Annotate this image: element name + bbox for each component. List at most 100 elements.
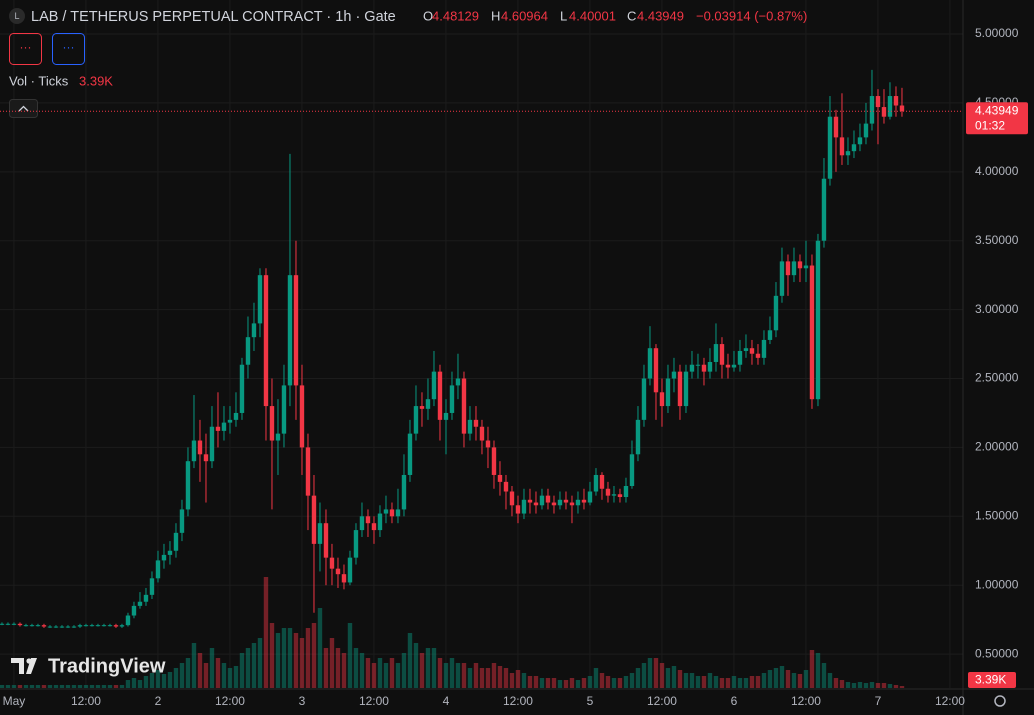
volume-bar — [11, 685, 17, 688]
ohlc-value: 4.40001 — [569, 8, 616, 23]
collapse-button[interactable] — [9, 99, 38, 118]
candle-body — [695, 364, 701, 366]
candle-body — [821, 178, 827, 241]
collapse-icon[interactable] — [18, 105, 29, 112]
volume-bar — [455, 663, 461, 688]
volume-bar — [647, 658, 653, 688]
volume-bar — [335, 648, 341, 688]
indicator-button[interactable] — [9, 33, 42, 65]
volume-bar — [875, 683, 881, 688]
candle-body — [311, 495, 317, 544]
volume-bar — [863, 683, 869, 688]
volume-bar — [35, 685, 41, 688]
settings-icon[interactable] — [994, 695, 1006, 707]
symbol-icon-letter: L — [14, 11, 19, 21]
volume-bar — [245, 648, 251, 688]
y-tick-label: 0.50000 — [975, 646, 1019, 660]
candle-body — [611, 494, 617, 496]
candle-body — [491, 447, 497, 475]
volume-bar — [29, 685, 35, 688]
volume-bar — [545, 678, 551, 688]
candle-body — [761, 339, 767, 358]
candle-body — [287, 275, 293, 386]
volume-bar — [821, 663, 827, 688]
indicator-button-label[interactable]: ··· — [63, 40, 75, 54]
candle-body — [11, 623, 17, 625]
volume-bar — [839, 680, 845, 688]
x-tick-label: 7 — [875, 694, 882, 708]
ohlc-value: 4.43949 — [637, 8, 684, 23]
volume-bar — [761, 673, 767, 688]
volume-bar — [617, 678, 623, 688]
volume-badge — [968, 672, 1016, 688]
ohlc-label: O — [423, 8, 433, 23]
candle-body — [827, 116, 833, 179]
candle-body — [191, 440, 197, 462]
candle-body — [791, 261, 797, 276]
volume-bar — [599, 673, 605, 688]
volume-bar — [281, 628, 287, 688]
indicator-button-label[interactable]: ··· — [20, 40, 32, 54]
ohlc-label: H — [491, 8, 500, 23]
x-tick-label: 12:00 — [935, 694, 965, 708]
indicator-button[interactable] — [52, 33, 85, 65]
y-tick-label: 2.50000 — [975, 371, 1019, 385]
volume-bar — [779, 666, 785, 688]
volume-bar — [185, 658, 191, 688]
candle-body — [623, 485, 629, 498]
candle-body — [65, 626, 71, 628]
volume-bar — [389, 658, 395, 688]
volume-bar — [635, 668, 641, 688]
volume-bar — [755, 676, 761, 688]
volume-bar — [293, 633, 299, 688]
candle-body — [371, 523, 377, 531]
volume-bar — [827, 673, 833, 688]
volume-bar — [527, 676, 533, 688]
volume-bar — [743, 678, 749, 688]
volume-bar — [83, 685, 89, 688]
candle-body — [575, 499, 581, 506]
volume-bar — [59, 685, 65, 688]
volume-bar — [407, 633, 413, 688]
candle-body — [53, 626, 59, 628]
volume-bar — [437, 658, 443, 688]
candle-body — [461, 378, 467, 434]
candle-body — [209, 426, 215, 462]
candle-body — [749, 348, 755, 354]
candle-body — [773, 295, 779, 331]
volume-bar — [725, 678, 731, 688]
candle-body — [875, 96, 881, 108]
volume-bar — [533, 676, 539, 688]
candle-body — [635, 419, 641, 455]
candle-body — [215, 426, 221, 431]
volume-bar — [77, 685, 83, 688]
volume-bar — [365, 658, 371, 688]
volume-bar — [23, 685, 29, 688]
candle-body — [833, 116, 839, 138]
candle-body — [797, 261, 803, 269]
volume-bar — [107, 685, 113, 688]
volume-bar — [593, 668, 599, 688]
volume-bar — [575, 680, 581, 688]
candle-body — [17, 623, 23, 626]
candle-body — [383, 509, 389, 514]
candle-body — [473, 419, 479, 427]
volume-bar — [581, 678, 587, 688]
volume-bar — [395, 663, 401, 688]
volume-bar — [161, 674, 167, 688]
candle-body — [149, 578, 155, 595]
candle-body — [713, 344, 719, 362]
volume-bar — [623, 676, 629, 688]
volume-bar — [539, 678, 545, 688]
countdown-label: 01:32 — [975, 118, 1005, 132]
volume-bar — [17, 685, 23, 688]
candle-body — [299, 385, 305, 448]
volume-bar — [641, 663, 647, 688]
candle-body — [323, 523, 329, 558]
candle-body — [569, 502, 575, 506]
y-tick-label: 3.00000 — [975, 302, 1019, 316]
candle-body — [365, 516, 371, 524]
candle-body — [389, 509, 395, 517]
candle-body — [293, 275, 299, 386]
